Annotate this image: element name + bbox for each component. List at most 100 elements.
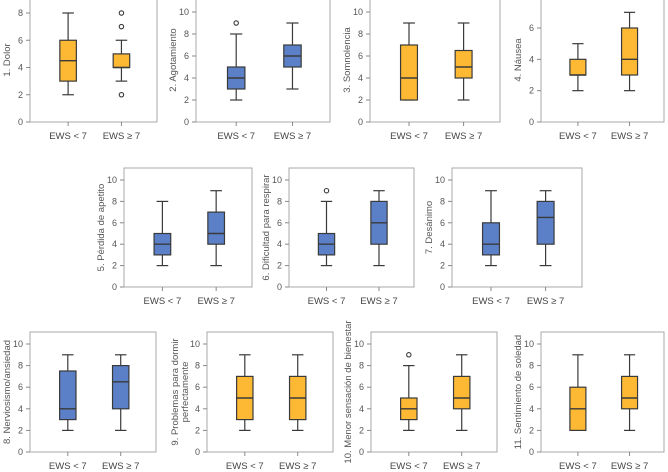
- outlier-point: [233, 20, 239, 26]
- y-tick-label: 6: [277, 218, 282, 228]
- boxplot-panel: 0 2 4 6 8 105. Pérdida de apetito EWS < 7 EWS ≥…: [96, 167, 253, 307]
- y-tick-label: 6: [195, 382, 200, 392]
- box-iqr: [207, 211, 226, 245]
- y-tick-label: 6: [529, 23, 534, 33]
- y-tick-label: 4: [195, 404, 200, 414]
- box-iqr: [620, 375, 639, 410]
- plot-frame: [206, 331, 334, 453]
- y-tick-label: 6: [112, 218, 117, 228]
- x-category-label: EWS ≥ 7: [360, 296, 397, 307]
- y-tick-label: 10: [435, 175, 445, 185]
- plot-frame: [540, 0, 665, 123]
- box-iqr: [620, 27, 639, 76]
- x-category-label: EWS ≥ 7: [611, 461, 648, 472]
- y-axis-title: 3. Somnolencia: [342, 27, 353, 93]
- y-tick-label: 2: [440, 261, 445, 271]
- y-tick-label: 2: [184, 95, 189, 105]
- x-category-label: EWS < 7: [217, 131, 255, 142]
- plot-frame: [29, 0, 158, 123]
- y-tick-label: 8: [359, 361, 364, 371]
- y-tick-label: 4: [277, 239, 282, 249]
- outlier-point: [118, 92, 125, 98]
- y-axis-title: 6. Dificultad para respirar: [261, 174, 272, 280]
- y-axis-title-line: perfectamente: [180, 362, 191, 423]
- y-tick-label: 8: [440, 196, 445, 206]
- x-category-label: EWS < 7: [49, 461, 87, 472]
- y-tick-label: 4: [18, 404, 23, 414]
- y-tick-label: 0: [18, 117, 23, 127]
- y-tick-label: 0: [112, 282, 117, 292]
- y-tick-label: 8: [18, 8, 23, 18]
- y-tick-label: 4: [359, 404, 364, 414]
- y-tick-label: 8: [184, 29, 189, 39]
- box-iqr: [112, 53, 131, 69]
- y-tick-label: 6: [440, 218, 445, 228]
- outlier-point: [118, 10, 125, 16]
- y-tick-label: 8: [358, 29, 363, 39]
- y-tick-label: 6: [18, 382, 23, 392]
- y-tick-label: 2: [18, 90, 23, 100]
- x-category-label: EWS ≥ 7: [197, 296, 234, 307]
- x-category-label: EWS < 7: [390, 461, 428, 472]
- y-tick-label: 0: [359, 447, 364, 457]
- y-tick-label: 10: [179, 7, 189, 17]
- box-iqr: [452, 375, 471, 410]
- plot-frame: [370, 331, 498, 453]
- box-iqr: [111, 365, 130, 410]
- y-tick-label: 2: [18, 425, 23, 435]
- x-category-label: EWS < 7: [472, 296, 510, 307]
- y-tick-label: 8: [277, 196, 282, 206]
- y-tick-label: 0: [529, 447, 534, 457]
- y-axis-title: 9. Problemas para dormirperfectamente: [170, 338, 191, 445]
- y-axis-title: 7. Desánimo: [424, 201, 435, 254]
- box-iqr: [454, 49, 473, 79]
- plot-frame: [195, 0, 331, 123]
- box-iqr: [536, 200, 555, 245]
- x-category-label: EWS ≥ 7: [443, 461, 480, 472]
- box-iqr: [569, 58, 587, 76]
- y-tick-label: 2: [195, 425, 200, 435]
- x-category-label: EWS < 7: [308, 296, 346, 307]
- y-tick-label: 2: [277, 261, 282, 271]
- plot-frame: [540, 331, 665, 453]
- y-tick-label: 6: [184, 51, 189, 61]
- outlier-point: [406, 352, 412, 358]
- y-tick-label: 4: [112, 239, 117, 249]
- y-tick-label: 4: [18, 63, 23, 73]
- boxplot-panel: 0 2 4 6 8 103. Somnolencia EWS < 7 EWS ≥ 7: [342, 0, 501, 142]
- y-axis-title: 1. Dolor: [2, 43, 13, 76]
- y-tick-label: 0: [440, 282, 445, 292]
- y-axis-title: 2. Agotamiento: [168, 28, 179, 91]
- y-tick-label: 6: [18, 35, 23, 45]
- y-tick-label: 8: [529, 361, 534, 371]
- y-axis-title: 11. Sentimiento de soledad: [513, 335, 524, 449]
- y-tick-label: 10: [353, 7, 363, 17]
- x-category-label: EWS < 7: [226, 461, 264, 472]
- y-tick-label: 8: [18, 361, 23, 371]
- x-category-label: EWS < 7: [559, 131, 597, 142]
- y-tick-label: 4: [440, 239, 445, 249]
- y-tick-label: 2: [358, 95, 363, 105]
- plot-frame: [288, 167, 415, 288]
- x-category-label: EWS ≥ 7: [445, 131, 482, 142]
- x-category-label: EWS ≥ 7: [527, 296, 564, 307]
- outlier-point: [323, 187, 330, 194]
- y-tick-label: 4: [529, 404, 534, 414]
- y-tick-label: 2: [529, 86, 534, 96]
- x-category-label: EWS < 7: [390, 131, 428, 142]
- y-tick-label: 0: [195, 447, 200, 457]
- y-tick-label: 2: [359, 425, 364, 435]
- y-tick-label: 0: [18, 447, 23, 457]
- y-tick-label: 8: [195, 361, 200, 371]
- y-tick-label: 0: [277, 282, 282, 292]
- y-tick-label: 10: [354, 339, 364, 349]
- x-category-label: EWS ≥ 7: [274, 131, 311, 142]
- outlier-point: [118, 23, 125, 30]
- box-iqr: [59, 370, 77, 421]
- boxplot-panel: 0 2 4 6 8 108. Nerviosismo/ansiedad EWS < 7 EWS…: [2, 331, 157, 472]
- y-tick-label: 2: [529, 425, 534, 435]
- y-tick-label: 2: [112, 261, 117, 271]
